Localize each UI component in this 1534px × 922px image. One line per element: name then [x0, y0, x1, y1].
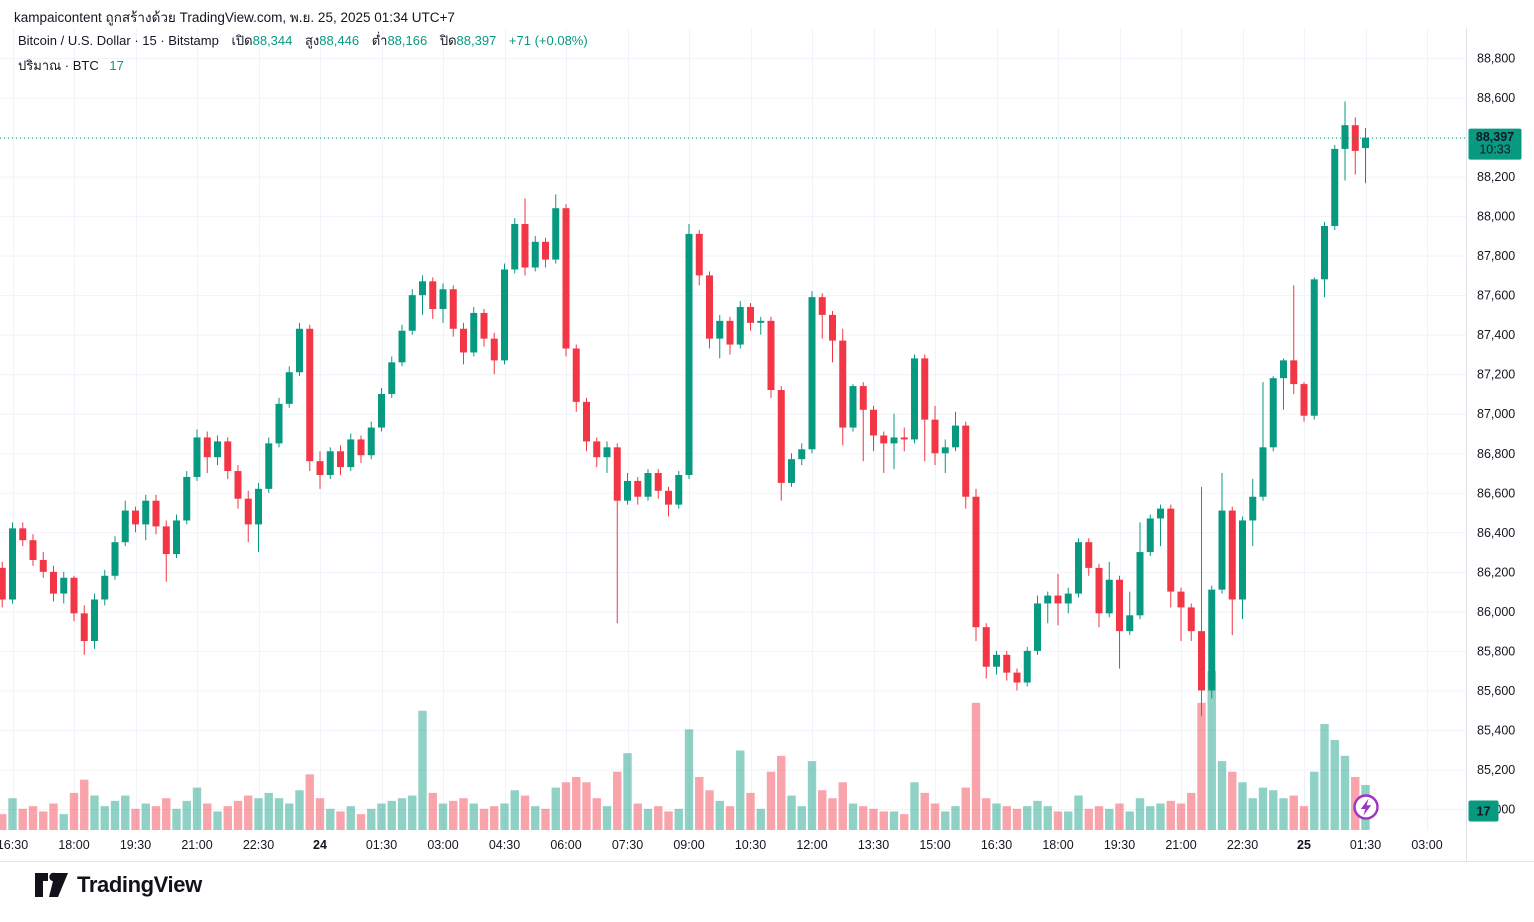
symbol-legend[interactable]: Bitcoin / U.S. Dollar · 15 · Bitstamp เป… [18, 32, 597, 49]
svg-text:01:30: 01:30 [366, 838, 397, 852]
grid-lines [0, 28, 1466, 830]
svg-text:10:30: 10:30 [735, 838, 766, 852]
svg-text:19:30: 19:30 [120, 838, 151, 852]
svg-text:18:00: 18:00 [1042, 838, 1073, 852]
svg-text:88,600: 88,600 [1477, 91, 1515, 105]
svg-text:88,200: 88,200 [1477, 170, 1515, 184]
svg-text:24: 24 [313, 838, 327, 852]
svg-text:87,800: 87,800 [1477, 249, 1515, 263]
svg-text:03:00: 03:00 [1411, 838, 1442, 852]
svg-text:86,400: 86,400 [1477, 526, 1515, 540]
tradingview-logo-mark [35, 872, 68, 897]
ohlc-high: สูง88,446 [305, 33, 360, 48]
svg-text:88,397: 88,397 [1476, 130, 1514, 144]
svg-text:22:30: 22:30 [1227, 838, 1258, 852]
svg-text:88,800: 88,800 [1477, 52, 1515, 66]
svg-text:09:00: 09:00 [673, 838, 704, 852]
svg-text:87,200: 87,200 [1477, 368, 1515, 382]
svg-text:86,200: 86,200 [1477, 565, 1515, 579]
svg-text:13:30: 13:30 [858, 838, 889, 852]
svg-text:16:30: 16:30 [0, 838, 28, 852]
time-axis-labels: 16:30 18:00 19:30 21:00 22:30 24 01:30 03:00 04:… [0, 838, 1443, 852]
svg-text:16:30: 16:30 [981, 838, 1012, 852]
volume-value: 17 [109, 58, 124, 73]
svg-text:87,000: 87,000 [1477, 407, 1515, 421]
volume-label: ปริมาณ · BTC [18, 58, 99, 73]
volume-badge: 17 [1468, 800, 1499, 822]
svg-text:85,600: 85,600 [1477, 684, 1515, 698]
svg-text:87,600: 87,600 [1477, 289, 1515, 303]
tradingview-logo[interactable]: TradingView [34, 870, 202, 900]
price-scale[interactable] [1467, 28, 1534, 861]
ohlc-low: ต่ำ88,166 [371, 33, 428, 48]
svg-text:01:30: 01:30 [1350, 838, 1381, 852]
svg-text:07:30: 07:30 [612, 838, 643, 852]
svg-text:06:00: 06:00 [550, 838, 581, 852]
svg-text:12:00: 12:00 [796, 838, 827, 852]
svg-text:21:00: 21:00 [181, 838, 212, 852]
svg-text:17: 17 [1477, 805, 1491, 819]
svg-text:87,400: 87,400 [1477, 328, 1515, 342]
svg-text:25: 25 [1297, 838, 1311, 852]
svg-text:86,000: 86,000 [1477, 605, 1515, 619]
svg-text:04:30: 04:30 [489, 838, 520, 852]
svg-text:85,400: 85,400 [1477, 723, 1515, 737]
ohlc-close: ปิด88,397 [439, 33, 497, 48]
svg-text:85,200: 85,200 [1477, 763, 1515, 777]
attribution-text: kampaicontent ถูกสร้างด้วย TradingView.c… [14, 10, 455, 25]
candles [0, 101, 1369, 717]
svg-text:21:00: 21:00 [1165, 838, 1196, 852]
change-value: +71 (+0.08%) [508, 33, 588, 48]
svg-text:86,600: 86,600 [1477, 486, 1515, 500]
svg-text:18:00: 18:00 [58, 838, 89, 852]
svg-text:86,800: 86,800 [1477, 447, 1515, 461]
svg-text:85,800: 85,800 [1477, 644, 1515, 658]
volume-bars [0, 671, 1370, 830]
svg-text:22:30: 22:30 [243, 838, 274, 852]
time-scale[interactable] [0, 831, 1466, 861]
symbol-title: Bitcoin / U.S. Dollar · 15 · Bitstamp [18, 33, 219, 48]
flash-icon[interactable] [1353, 794, 1379, 820]
svg-text:15:00: 15:00 [919, 838, 950, 852]
volume-legend[interactable]: ปริมาณ · BTC 17 [18, 55, 124, 76]
svg-text:88,000: 88,000 [1477, 210, 1515, 224]
svg-text:03:00: 03:00 [427, 838, 458, 852]
svg-text:19:30: 19:30 [1104, 838, 1135, 852]
tradingview-logo-text: TradingView [77, 872, 202, 897]
ohlc-open: เปิด88,344 [231, 33, 293, 48]
svg-text:10:33: 10:33 [1479, 143, 1510, 157]
